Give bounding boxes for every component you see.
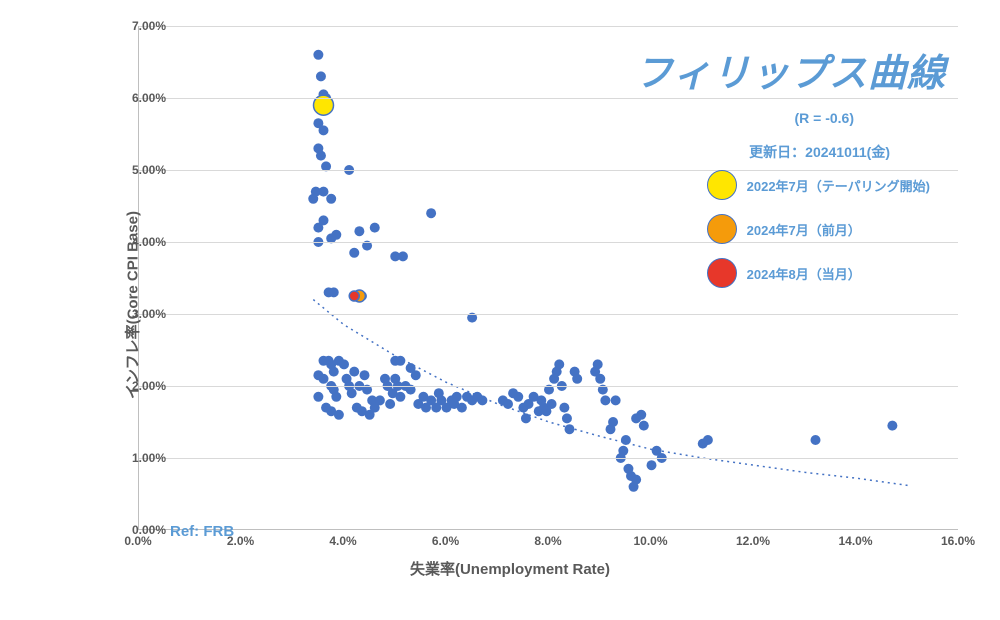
data-point xyxy=(457,403,467,413)
chart-title: フィリップス曲線 xyxy=(635,42,946,97)
gridline-h xyxy=(139,458,958,459)
x-tick-label: 0.0% xyxy=(108,534,168,548)
data-point xyxy=(887,421,897,431)
x-tick-label: 4.0% xyxy=(313,534,373,548)
data-point xyxy=(354,226,364,236)
data-point xyxy=(319,374,329,384)
data-point xyxy=(360,370,370,380)
x-axis-label: 失業率(Unemployment Rate) xyxy=(410,558,610,579)
legend-label: 2024年8月（当月） xyxy=(747,264,861,283)
y-tick-label: 2.00% xyxy=(106,379,166,393)
data-point xyxy=(349,248,359,258)
data-point xyxy=(395,392,405,402)
data-point xyxy=(477,395,487,405)
data-point xyxy=(319,215,329,225)
y-tick-label: 4.00% xyxy=(106,235,166,249)
data-point xyxy=(547,399,557,409)
y-tick-label: 6.00% xyxy=(106,91,166,105)
gridline-h xyxy=(139,98,958,99)
data-point xyxy=(565,424,575,434)
data-point xyxy=(426,208,436,218)
data-point xyxy=(319,125,329,135)
data-point xyxy=(313,50,323,60)
data-point xyxy=(631,475,641,485)
y-tick-label: 1.00% xyxy=(106,451,166,465)
phillips-chart: フィリップス曲線 (R = -0.6) 更新日：20241011(金) 2022… xyxy=(30,10,990,600)
data-point xyxy=(703,435,713,445)
data-point xyxy=(313,392,323,402)
data-point xyxy=(811,435,821,445)
data-point xyxy=(618,446,628,456)
x-tick-label: 10.0% xyxy=(621,534,681,548)
data-point xyxy=(316,151,326,161)
r-statistic: (R = -0.6) xyxy=(794,110,854,126)
data-point xyxy=(331,392,341,402)
legend-row: 2024年7月（前月） xyxy=(707,214,930,244)
data-point xyxy=(326,194,336,204)
data-point xyxy=(631,413,641,423)
data-point xyxy=(562,413,572,423)
legend-swatch xyxy=(707,214,737,244)
data-point xyxy=(349,367,359,377)
y-tick-label: 3.00% xyxy=(106,307,166,321)
legend-row: 2024年8月（当月） xyxy=(707,258,930,288)
x-tick-label: 12.0% xyxy=(723,534,783,548)
gridline-h xyxy=(139,314,958,315)
data-point xyxy=(347,388,357,398)
update-date: 更新日：20241011(金) xyxy=(749,142,890,162)
data-point xyxy=(339,359,349,369)
y-tick-label: 7.00% xyxy=(106,19,166,33)
data-point xyxy=(503,399,513,409)
data-point xyxy=(370,223,380,233)
data-point xyxy=(608,417,618,427)
special-point xyxy=(349,291,359,301)
data-point xyxy=(559,403,569,413)
x-tick-label: 2.0% xyxy=(211,534,271,548)
data-point xyxy=(554,359,564,369)
data-point xyxy=(316,71,326,81)
data-point xyxy=(595,374,605,384)
legend-swatch xyxy=(707,170,737,200)
data-point xyxy=(572,374,582,384)
gridline-h xyxy=(139,26,958,27)
legend-label: 2022年7月（テーパリング開始) xyxy=(747,176,930,195)
data-point xyxy=(452,392,462,402)
gridline-h xyxy=(139,386,958,387)
data-point xyxy=(334,410,344,420)
data-point xyxy=(600,395,610,405)
data-point xyxy=(375,395,385,405)
data-point xyxy=(593,359,603,369)
legend-label: 2024年7月（前月） xyxy=(747,220,861,239)
data-point xyxy=(385,399,395,409)
legend-row: 2022年7月（テーパリング開始) xyxy=(707,170,930,200)
data-point xyxy=(513,392,523,402)
data-point xyxy=(398,251,408,261)
y-tick-label: 5.00% xyxy=(106,163,166,177)
data-point xyxy=(329,287,339,297)
data-point xyxy=(329,367,339,377)
x-tick-label: 14.0% xyxy=(826,534,886,548)
data-point xyxy=(308,194,318,204)
legend-swatch xyxy=(707,258,737,288)
data-point xyxy=(319,187,329,197)
data-point xyxy=(621,435,631,445)
legend: 2022年7月（テーパリング開始) 2024年7月（前月） 2024年8月（当月） xyxy=(707,170,930,288)
data-point xyxy=(406,363,416,373)
data-point xyxy=(395,356,405,366)
x-tick-label: 8.0% xyxy=(518,534,578,548)
x-tick-label: 6.0% xyxy=(416,534,476,548)
data-point xyxy=(639,421,649,431)
data-point xyxy=(611,395,621,405)
data-point xyxy=(521,413,531,423)
data-point xyxy=(647,460,657,470)
x-tick-label: 16.0% xyxy=(928,534,988,548)
